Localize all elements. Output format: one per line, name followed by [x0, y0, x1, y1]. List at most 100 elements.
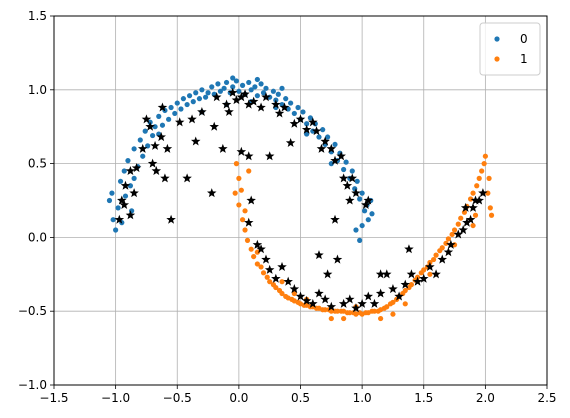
data-point-series-0 [341, 166, 347, 173]
data-point-series-1 [233, 161, 240, 167]
legend-box [479, 22, 541, 76]
data-point-series-1 [421, 267, 427, 273]
y-tick-label: 0.0 [28, 230, 47, 244]
data-point-series-1 [472, 212, 479, 218]
star-point [404, 244, 414, 254]
data-point-series-1 [244, 237, 251, 243]
star-point [388, 284, 398, 294]
data-point-series-0 [233, 78, 240, 84]
data-point-series-0 [283, 96, 289, 102]
data-point-series-0 [193, 90, 199, 96]
data-point-series-0 [325, 134, 331, 140]
star-point [326, 143, 337, 153]
star-point [120, 180, 131, 190]
star-point [326, 301, 337, 311]
star-point [351, 303, 361, 313]
data-point-series-1 [236, 175, 242, 181]
legend-label-1: 1 [520, 52, 528, 66]
star-point [231, 95, 242, 105]
x-axis-ticks: −1.5 −1.0 −0.5 0.0 0.5 1.0 1.5 2.0 2.5 [39, 385, 557, 405]
star-point [261, 254, 271, 264]
data-point-series-0 [127, 183, 134, 189]
data-point-series-1 [242, 227, 248, 233]
star-point [160, 173, 170, 183]
star-point [129, 188, 139, 198]
x-tick-label: 1.5 [414, 391, 433, 405]
data-points [106, 75, 495, 322]
data-point-series-0 [221, 85, 227, 91]
data-point-series-0 [248, 87, 254, 93]
data-point-series-0 [320, 127, 326, 133]
y-tick-label: −0.5 [18, 304, 47, 318]
star-point [443, 247, 454, 257]
data-point-series-0 [174, 100, 180, 106]
series-1 [232, 153, 495, 322]
data-point-series-1 [390, 311, 396, 317]
data-point-series-0 [115, 205, 121, 211]
data-point-series-0 [357, 237, 363, 243]
data-point-series-1 [439, 245, 445, 251]
grid-lines [53, 15, 548, 386]
star-point [311, 126, 322, 136]
data-point-series-0 [142, 128, 148, 134]
data-point-series-1 [474, 183, 480, 189]
star-point [283, 276, 293, 286]
data-point-series-0 [295, 104, 301, 111]
star-point [256, 102, 266, 112]
data-point-series-0 [354, 178, 360, 184]
data-point-series-0 [137, 137, 143, 143]
data-point-series-1 [341, 315, 347, 322]
star-point [351, 188, 361, 198]
data-point-series-1 [487, 205, 493, 211]
star-point [308, 117, 318, 127]
star-point [394, 291, 404, 301]
data-point-series-1 [408, 282, 415, 288]
x-tick-label: −0.5 [163, 391, 192, 405]
y-tick-label: −1.0 [18, 378, 47, 392]
star-point [361, 199, 371, 209]
data-point-series-1 [328, 308, 334, 314]
star-point [412, 276, 423, 286]
legend: 01 [479, 22, 541, 76]
data-point-series-1 [239, 217, 246, 223]
data-point-series-0 [113, 227, 119, 233]
data-point-series-0 [196, 96, 203, 102]
data-point-series-0 [300, 109, 306, 115]
data-point-series-0 [145, 143, 151, 149]
star-point [470, 195, 481, 205]
data-point-series-1 [455, 221, 461, 227]
data-point-series-1 [279, 279, 285, 285]
data-point-series-0 [131, 146, 137, 152]
data-point-series-0 [209, 84, 215, 90]
data-point-series-0 [199, 87, 205, 93]
data-point-series-0 [125, 158, 131, 164]
star-point [458, 225, 468, 235]
data-point-series-0 [140, 153, 146, 159]
data-point-series-0 [106, 197, 113, 204]
star-point [453, 229, 464, 239]
star-point [271, 99, 281, 109]
data-point-series-1 [251, 253, 257, 260]
star-series [114, 87, 488, 313]
data-point-series-0 [365, 217, 371, 223]
star-point [248, 96, 259, 106]
data-point-series-0 [205, 90, 211, 96]
y-tick-label: 1.0 [28, 83, 47, 97]
star-point [347, 173, 358, 183]
star-point [211, 92, 222, 102]
data-point-series-1 [433, 252, 439, 258]
data-point-series-1 [451, 227, 458, 233]
star-point [320, 294, 330, 304]
star-point [271, 273, 281, 283]
data-point-series-1 [384, 304, 390, 310]
star-point [277, 261, 287, 271]
star-point [125, 210, 136, 220]
data-point-series-0 [122, 193, 129, 199]
data-point-series-0 [223, 79, 230, 86]
star-point [125, 165, 136, 176]
star-point [338, 173, 349, 183]
star-point [147, 158, 158, 168]
star-point [295, 114, 306, 124]
star-point [301, 124, 312, 134]
star-point [264, 264, 275, 274]
